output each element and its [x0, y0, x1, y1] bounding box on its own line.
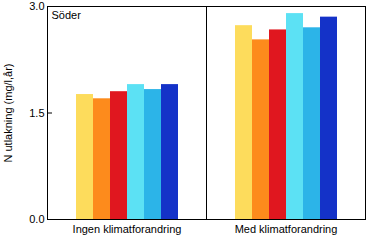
svg-text:Ingen klimatforandring: Ingen klimatforandring: [73, 223, 182, 235]
svg-text:0.0: 0.0: [29, 213, 44, 225]
svg-text:N utlakning (mg/l,år): N utlakning (mg/l,år): [2, 63, 14, 162]
svg-text:1.5: 1.5: [29, 107, 44, 119]
svg-text:Med klimatforandring: Med klimatforandring: [235, 223, 338, 235]
svg-text:Söder: Söder: [52, 9, 82, 21]
svg-text:3.0: 3.0: [29, 0, 44, 12]
